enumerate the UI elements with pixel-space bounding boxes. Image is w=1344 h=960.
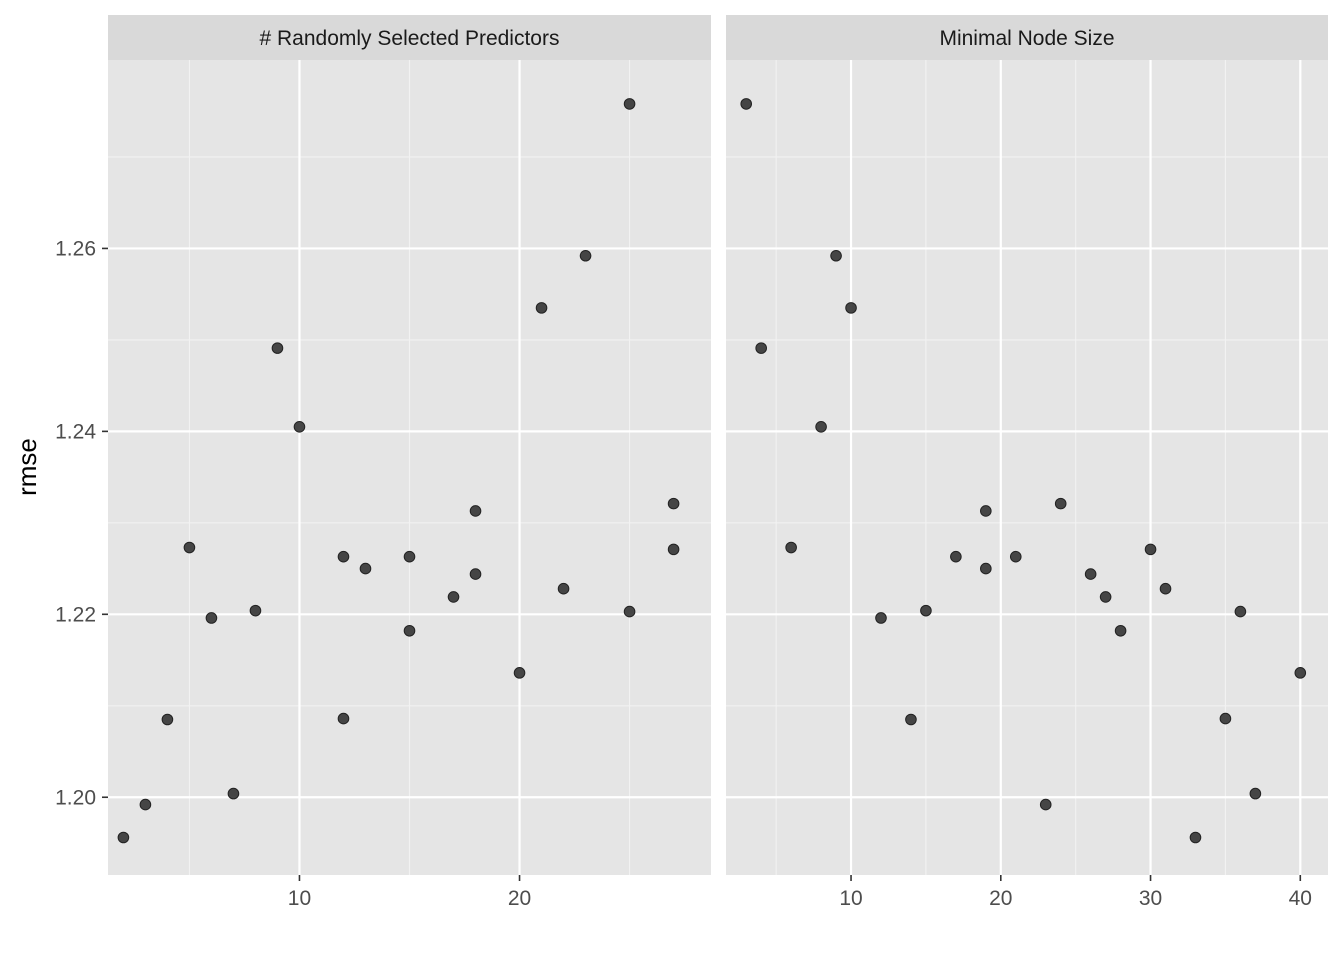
data-point bbox=[513, 667, 526, 679]
data-point bbox=[1159, 582, 1172, 595]
data-point bbox=[1039, 798, 1052, 811]
data-point bbox=[815, 420, 827, 433]
data-point bbox=[905, 713, 917, 726]
data-point bbox=[755, 342, 767, 354]
data-point bbox=[161, 713, 174, 726]
data-point bbox=[579, 249, 592, 262]
data-point bbox=[403, 624, 416, 637]
data-point bbox=[1219, 712, 1232, 725]
y-axis: 1.20 1.22 1.24 1.26 bbox=[55, 237, 108, 809]
data-point bbox=[623, 98, 636, 110]
facet-strip bbox=[726, 15, 1328, 60]
data-point bbox=[667, 543, 680, 556]
x-tick-label: 40 bbox=[1289, 887, 1312, 910]
data-point bbox=[1114, 624, 1127, 637]
data-point bbox=[447, 591, 460, 603]
data-point bbox=[183, 541, 196, 554]
data-point bbox=[1009, 550, 1022, 563]
data-point bbox=[1084, 568, 1097, 580]
data-point bbox=[875, 612, 887, 624]
data-point bbox=[205, 612, 218, 624]
data-point bbox=[1294, 667, 1307, 679]
facet-strip-label: # Randomly Selected Predictors bbox=[260, 27, 560, 50]
data-point bbox=[293, 420, 306, 433]
data-point bbox=[403, 550, 416, 563]
facet-strip-label: Minimal Node Size bbox=[939, 27, 1114, 50]
x-tick-label: 10 bbox=[288, 887, 311, 910]
data-point bbox=[667, 497, 680, 510]
x-tick-label: 30 bbox=[1139, 887, 1162, 910]
data-point bbox=[785, 541, 797, 554]
data-point bbox=[249, 604, 262, 617]
data-point bbox=[1249, 787, 1262, 800]
data-point bbox=[980, 562, 992, 575]
data-point bbox=[740, 98, 753, 110]
data-point bbox=[139, 798, 152, 811]
data-point bbox=[845, 302, 857, 314]
x-tick-label: 10 bbox=[839, 887, 862, 910]
data-point bbox=[271, 342, 284, 354]
y-tick-label: 1.22 bbox=[55, 603, 96, 626]
data-point bbox=[623, 605, 636, 618]
data-point bbox=[337, 712, 350, 725]
data-point bbox=[920, 604, 932, 617]
data-point bbox=[337, 550, 350, 563]
y-tick-label: 1.24 bbox=[55, 420, 96, 443]
data-point bbox=[469, 505, 482, 517]
data-point bbox=[1099, 591, 1112, 603]
x-tick-label: 20 bbox=[508, 887, 531, 910]
data-point bbox=[1234, 605, 1247, 618]
y-tick-label: 1.26 bbox=[55, 237, 96, 260]
data-point bbox=[557, 582, 570, 595]
facet-minimal-node-size: Minimal Node Size 10 20 30 40 bbox=[726, 15, 1328, 910]
data-point bbox=[980, 505, 992, 517]
data-point bbox=[117, 831, 130, 844]
y-axis-title: rmse bbox=[12, 438, 42, 496]
data-point bbox=[1054, 497, 1067, 510]
data-point bbox=[227, 787, 240, 800]
panel-background bbox=[726, 60, 1328, 875]
data-point bbox=[535, 302, 548, 314]
data-point bbox=[469, 568, 482, 580]
data-point bbox=[830, 249, 842, 262]
data-point bbox=[1189, 831, 1202, 844]
data-point bbox=[950, 550, 962, 563]
y-tick-label: 1.20 bbox=[55, 786, 96, 809]
x-tick-label: 20 bbox=[989, 887, 1012, 910]
data-point bbox=[359, 562, 372, 575]
facet-randomly-selected-predictors: # Randomly Selected Predictors 10 20 bbox=[108, 15, 711, 910]
data-point bbox=[1144, 543, 1157, 556]
facet-strip bbox=[108, 15, 711, 60]
